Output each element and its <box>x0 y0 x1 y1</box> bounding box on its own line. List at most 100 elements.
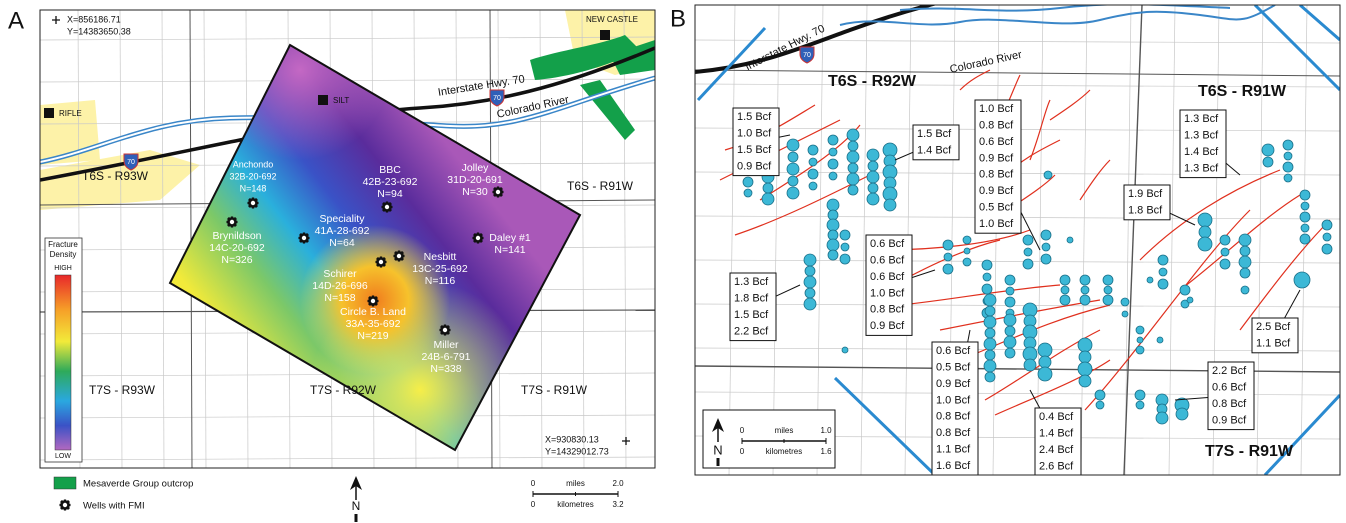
gas-volume: 0.9 Bcf <box>979 185 1014 197</box>
well <box>1136 326 1144 334</box>
well <box>1199 226 1211 238</box>
well <box>1239 234 1251 246</box>
well <box>744 189 752 197</box>
well <box>943 264 953 274</box>
gas-volume: 0.9 Bcf <box>979 152 1014 164</box>
well <box>809 182 817 190</box>
well-label: Nesbitt <box>424 251 457 263</box>
well <box>828 210 838 220</box>
well <box>1301 202 1309 210</box>
coordinate: Y=14329012.73 <box>545 446 609 456</box>
well-symbol <box>251 201 255 205</box>
well <box>1283 162 1293 172</box>
gas-volume: 2.2 Bcf <box>734 325 769 337</box>
well-label: BBC <box>379 164 401 176</box>
well <box>1060 275 1070 285</box>
scale-label: kilometres <box>766 447 802 456</box>
gas-volume: 0.5 Bcf <box>936 362 971 374</box>
well <box>787 187 799 199</box>
well <box>1081 286 1089 294</box>
well <box>1300 234 1310 244</box>
well <box>762 193 774 205</box>
well <box>1156 412 1168 424</box>
well <box>1284 174 1292 182</box>
well <box>1067 237 1073 243</box>
gas-volume: 0.8 Bcf <box>936 411 971 423</box>
well <box>984 294 996 306</box>
gas-volume: 1.5 Bcf <box>737 111 772 123</box>
well <box>827 199 839 211</box>
well <box>808 169 818 179</box>
well <box>847 173 859 185</box>
well <box>787 139 799 151</box>
gas-volume: 0.8 Bcf <box>979 120 1014 132</box>
well <box>1103 295 1113 305</box>
well-label: N=219 <box>357 330 388 342</box>
well <box>1078 338 1092 352</box>
well <box>809 158 817 166</box>
gas-volume: 0.8 Bcf <box>870 304 905 316</box>
well <box>1038 343 1052 357</box>
well <box>1079 375 1091 387</box>
well <box>983 273 991 281</box>
panel-label: B <box>670 5 686 32</box>
well <box>1005 275 1015 285</box>
well <box>1294 272 1310 288</box>
well <box>848 185 858 195</box>
well <box>982 284 992 294</box>
well <box>1135 390 1145 400</box>
well <box>867 171 879 183</box>
well <box>804 298 816 310</box>
township-label: T7S - R92W <box>310 383 377 397</box>
well <box>985 328 995 338</box>
well <box>1239 256 1251 268</box>
well-label: Circle B. Land <box>340 306 406 318</box>
well-label: N=30 <box>462 186 488 198</box>
well <box>984 338 996 350</box>
well <box>788 152 798 162</box>
well <box>1061 286 1069 294</box>
scale-label: 3.2 <box>612 500 624 509</box>
gas-volume: 0.9 Bcf <box>936 378 971 390</box>
well-label: Schirer <box>323 268 357 280</box>
well <box>1158 255 1168 265</box>
well <box>787 163 799 175</box>
well <box>1136 346 1144 354</box>
gas-volume: 1.3 Bcf <box>734 276 769 288</box>
town-label: SILT <box>333 96 349 105</box>
well <box>1157 337 1163 343</box>
well <box>1042 243 1050 251</box>
well <box>743 177 753 187</box>
well <box>848 163 858 173</box>
gas-volume: 0.6 Bcf <box>870 271 905 283</box>
well-label: Jolley <box>462 162 490 174</box>
well <box>985 372 995 382</box>
north-label: N <box>713 442 722 457</box>
scale-label: 2.0 <box>612 479 624 488</box>
well <box>1220 259 1230 269</box>
well-label: Miller <box>433 339 459 351</box>
well <box>867 193 879 205</box>
well <box>1198 213 1212 227</box>
gas-volume: 0.6 Bcf <box>979 136 1014 148</box>
gas-volume: 0.8 Bcf <box>1212 398 1247 410</box>
township-label: T6S - R93W <box>82 169 149 183</box>
well <box>1096 401 1104 409</box>
well-symbol <box>476 236 480 240</box>
legend-swatch <box>54 477 76 489</box>
well <box>1241 286 1249 294</box>
well <box>1180 285 1190 295</box>
well <box>829 148 837 156</box>
well <box>847 129 859 141</box>
shield-number: 70 <box>493 95 501 102</box>
well <box>1104 286 1112 294</box>
well <box>1078 362 1092 376</box>
well <box>1284 152 1292 160</box>
well <box>1300 212 1310 222</box>
well <box>804 254 816 266</box>
well <box>1039 356 1051 368</box>
well <box>841 243 849 251</box>
gas-volume: 1.9 Bcf <box>1128 188 1163 200</box>
well-symbol <box>379 260 383 264</box>
gas-volume: 0.6 Bcf <box>870 238 905 250</box>
